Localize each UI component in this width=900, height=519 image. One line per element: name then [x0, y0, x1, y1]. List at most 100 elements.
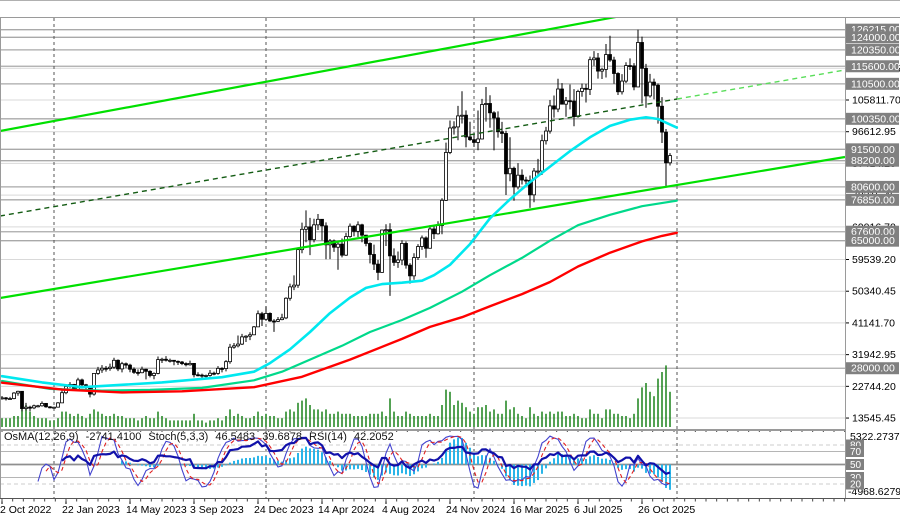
candle-body — [424, 237, 428, 249]
price-level-label-box — [846, 234, 899, 247]
candle-body — [156, 359, 160, 374]
candle-body — [476, 138, 480, 143]
price-level-label: 80600.00 — [851, 181, 895, 193]
candle-body — [252, 326, 256, 336]
rsi-value: 42.2052 — [354, 431, 394, 443]
ma-slow-red — [0, 231, 678, 394]
candle-body — [224, 361, 228, 369]
candle-body — [352, 225, 356, 232]
osma-name: OsMA(12,26,9) — [4, 431, 79, 443]
candle-body — [324, 225, 328, 246]
candle-body — [172, 359, 176, 362]
candle-body — [12, 392, 16, 399]
candle-body — [596, 57, 600, 72]
candle-body — [196, 374, 200, 377]
candle-body — [28, 406, 32, 409]
candle-body — [536, 170, 540, 173]
candle-body — [368, 243, 372, 255]
price-level-label: 115600.00 — [851, 61, 900, 73]
candle-body — [256, 313, 260, 328]
candle-body — [420, 237, 424, 247]
candle-body — [556, 88, 560, 110]
candle-body — [620, 80, 624, 93]
candle-body — [20, 390, 24, 409]
date-label: 4 Aug 2024 — [382, 504, 435, 516]
price-level-label-box — [846, 77, 899, 90]
candle-body — [200, 374, 204, 377]
candle-body — [44, 402, 48, 408]
candle-body — [360, 224, 364, 236]
price-level-label: 28000.00 — [851, 363, 895, 375]
candle-body — [152, 372, 156, 376]
price-level-label-box — [846, 43, 899, 56]
stoch-d-value: 39.6878 — [262, 431, 302, 443]
price-level-label-box — [846, 193, 899, 206]
candle-body — [204, 375, 208, 377]
candle-body — [492, 112, 496, 119]
date-label: 14 Apr 2024 — [318, 504, 375, 516]
candle-body — [612, 59, 616, 74]
date-axis[interactable]: 2 Oct 2022 22 Jan 2023 14 May 2023 3 Sep 20… — [0, 429, 846, 517]
candle-body — [104, 367, 108, 370]
stoch-k-value: 46.5483 — [215, 431, 256, 443]
candle-body — [428, 228, 432, 249]
price-level-label-box — [846, 31, 899, 44]
candle-body — [552, 105, 556, 110]
candle-body — [312, 224, 316, 241]
ma-fast-cyan — [0, 116, 679, 389]
candle-body — [408, 264, 412, 277]
candle-body — [496, 117, 500, 133]
price-tick-label: 59539.20 — [852, 254, 896, 266]
candle-body — [432, 228, 436, 235]
price-axis[interactable]: 115010.45105811.7096612.9587414.2078215.… — [845, 18, 900, 498]
candle-body — [140, 368, 144, 374]
candle-body — [4, 397, 8, 400]
trend-dashed-light[interactable] — [676, 69, 845, 100]
indicator-level-label: 20 — [850, 480, 862, 491]
candle-body — [516, 174, 520, 188]
indicator-level-label-box — [846, 446, 864, 457]
date-label: 24 Dec 2023 — [254, 504, 314, 516]
candle-body — [128, 364, 132, 370]
candle-body — [604, 54, 608, 70]
indicator-level-label-box — [846, 439, 864, 451]
channel-upper[interactable] — [0, 1, 702, 133]
candle-body — [268, 313, 272, 322]
candle-body — [120, 363, 124, 370]
candle-body — [284, 297, 288, 319]
candle-body — [292, 284, 296, 288]
price-level-label-box — [846, 143, 899, 156]
indicator-level-label: 70 — [850, 447, 862, 458]
candle-body — [464, 114, 468, 138]
candle-body — [96, 369, 100, 374]
candle-body — [544, 130, 548, 142]
candle-body — [524, 179, 528, 182]
candle-body — [236, 343, 240, 347]
candle-body — [136, 371, 140, 374]
candle-body — [472, 139, 476, 143]
channel-lower[interactable] — [0, 155, 845, 300]
candle-body — [260, 313, 264, 320]
candle-body — [116, 359, 120, 370]
candle-body — [164, 358, 168, 361]
candle-body — [452, 126, 456, 129]
candle-body — [460, 114, 464, 117]
candle-body — [448, 127, 452, 153]
candle-body — [52, 406, 56, 409]
candle-body — [564, 100, 568, 105]
candle-body — [664, 131, 668, 164]
trend-dashed-dark[interactable] — [0, 98, 678, 217]
date-label: 26 Oct 2025 — [638, 504, 695, 516]
candle-body — [572, 100, 576, 117]
candle-body — [592, 57, 596, 61]
candle-body — [112, 359, 116, 368]
candle-body — [92, 372, 96, 395]
indicator-level-label: 50 — [850, 460, 862, 471]
candle-body — [288, 286, 292, 299]
candle-body — [124, 363, 128, 366]
candle-body — [616, 73, 620, 93]
candle-body — [532, 170, 536, 196]
candle-body — [528, 179, 532, 196]
